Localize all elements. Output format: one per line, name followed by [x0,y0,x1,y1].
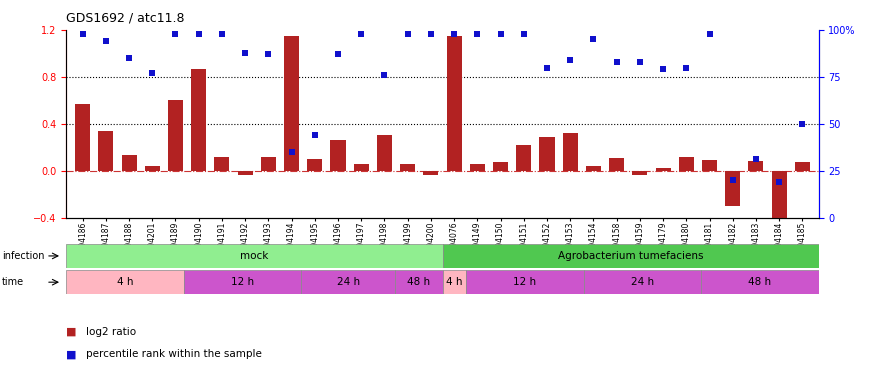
Text: 12 h: 12 h [513,277,536,287]
Bar [466,270,583,294]
Bar [237,171,253,176]
Bar [400,164,415,171]
Text: 48 h: 48 h [407,277,431,287]
Bar [795,162,810,171]
Text: percentile rank within the sample: percentile rank within the sample [86,350,262,359]
Text: 24 h: 24 h [337,277,360,287]
Bar [725,171,740,206]
Bar [377,135,392,171]
Bar [284,36,299,171]
Bar [396,270,442,294]
Text: infection: infection [2,251,44,261]
Bar [442,270,466,294]
Bar [470,164,485,171]
Bar [330,140,345,171]
Bar [583,270,701,294]
Text: ■: ■ [66,350,77,359]
Bar [442,244,819,268]
Text: 48 h: 48 h [749,277,772,287]
Bar [772,171,787,229]
Text: log2 ratio: log2 ratio [86,327,136,337]
Bar [516,145,531,171]
Bar [75,104,90,171]
Bar [98,131,113,171]
Text: 4 h: 4 h [446,277,463,287]
Bar [701,270,819,294]
Text: time: time [2,277,24,287]
Bar [749,161,764,171]
Bar [563,133,578,171]
Bar [656,168,671,171]
Text: 12 h: 12 h [231,277,254,287]
Bar [66,270,184,294]
Bar [307,159,322,171]
Bar [540,136,555,171]
Bar [302,270,396,294]
Text: 4 h: 4 h [117,277,134,287]
Bar [354,164,369,171]
Bar [609,158,624,171]
Bar [632,171,648,176]
Text: Agrobacterium tumefaciens: Agrobacterium tumefaciens [558,251,704,261]
Text: GDS1692 / atc11.8: GDS1692 / atc11.8 [66,11,185,24]
Bar [66,244,442,268]
Bar [447,36,462,171]
Bar [191,69,206,171]
Bar [493,162,508,171]
Bar [423,171,438,176]
Text: mock: mock [240,251,269,261]
Bar [586,166,601,171]
Bar [702,160,717,171]
Bar [184,270,302,294]
Bar [121,155,136,171]
Bar [145,166,160,171]
Bar [214,157,229,171]
Text: ■: ■ [66,327,77,337]
Text: 24 h: 24 h [631,277,654,287]
Bar [261,157,276,171]
Bar [168,100,183,171]
Bar [679,157,694,171]
